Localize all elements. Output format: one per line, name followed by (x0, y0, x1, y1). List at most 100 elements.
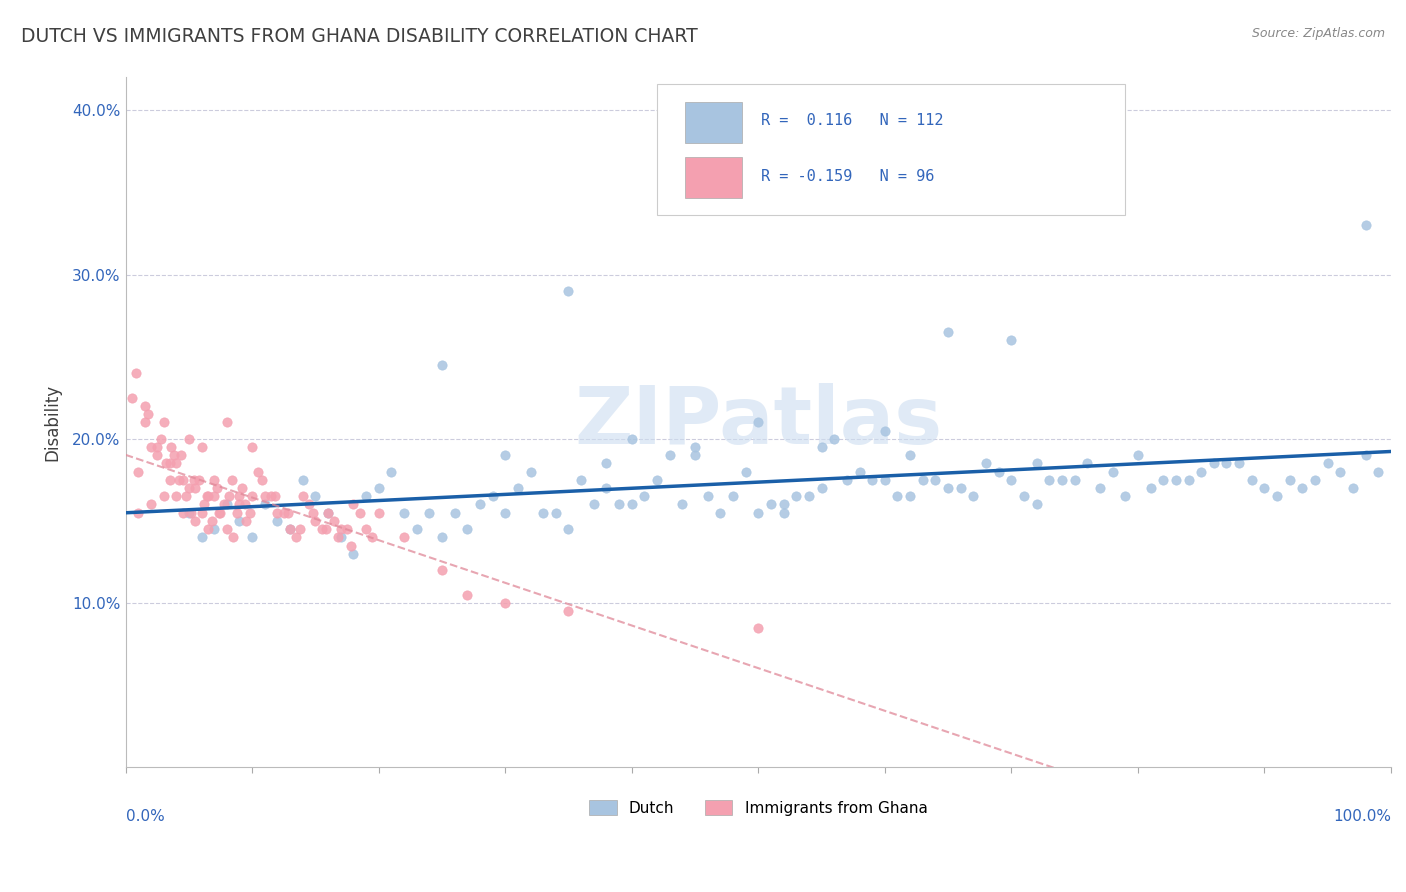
Point (911, 473, 934, 487)
Point (1316, 457, 1339, 471)
Point (468, 498, 491, 512)
Point (302, 506, 325, 520)
Point (152, 415, 174, 429)
Point (1038, 473, 1060, 487)
Point (215, 498, 238, 512)
Point (936, 481, 959, 495)
Point (1177, 473, 1199, 487)
Point (582, 498, 605, 512)
Point (607, 498, 630, 512)
Point (214, 498, 236, 512)
Point (228, 514, 250, 528)
Point (1253, 481, 1275, 495)
Point (494, 448, 516, 462)
Point (226, 506, 249, 520)
Point (172, 506, 194, 520)
Point (208, 506, 231, 520)
Point (266, 506, 288, 520)
Point (785, 489, 807, 503)
Point (159, 473, 181, 487)
Point (747, 621, 769, 635)
Point (190, 440, 212, 454)
Point (291, 489, 314, 503)
Point (1278, 473, 1301, 487)
Point (176, 489, 198, 503)
Point (354, 522, 377, 536)
Point (316, 506, 339, 520)
Point (134, 415, 156, 429)
Point (209, 506, 232, 520)
Point (277, 506, 299, 520)
Point (152, 489, 174, 503)
Point (1189, 465, 1212, 479)
Point (595, 457, 617, 471)
Point (342, 498, 364, 512)
Text: DUTCH VS IMMIGRANTS FROM GHANA DISABILITY CORRELATION CHART: DUTCH VS IMMIGRANTS FROM GHANA DISABILIT… (21, 27, 697, 45)
Point (183, 473, 205, 487)
Point (772, 498, 794, 512)
Point (222, 530, 245, 544)
Point (172, 473, 194, 487)
Point (430, 563, 453, 577)
Point (342, 547, 364, 561)
Point (247, 465, 270, 479)
Point (195, 489, 218, 503)
Point (228, 498, 250, 512)
Point (315, 522, 337, 536)
Point (180, 506, 202, 520)
Point (392, 530, 415, 544)
Point (239, 506, 262, 520)
Point (898, 489, 921, 503)
Point (146, 448, 169, 462)
Point (557, 522, 579, 536)
Point (278, 522, 301, 536)
Point (494, 596, 516, 610)
Point (696, 489, 718, 503)
Point (253, 498, 276, 512)
Point (1227, 457, 1250, 471)
Point (848, 465, 870, 479)
Point (266, 514, 288, 528)
Point (253, 489, 276, 503)
Point (1139, 481, 1161, 495)
Point (810, 481, 832, 495)
Point (240, 440, 263, 454)
Point (519, 465, 541, 479)
Point (205, 481, 228, 495)
Point (336, 522, 359, 536)
Point (139, 440, 162, 454)
Point (323, 514, 346, 528)
Point (506, 481, 529, 495)
Point (215, 522, 238, 536)
Point (772, 506, 794, 520)
Point (1202, 457, 1225, 471)
Point (349, 506, 371, 520)
Point (747, 415, 769, 429)
Point (620, 432, 643, 446)
Point (1265, 489, 1288, 503)
Point (202, 489, 225, 503)
Text: Source: ZipAtlas.com: Source: ZipAtlas.com (1251, 27, 1385, 40)
Point (160, 440, 183, 454)
Point (298, 498, 321, 512)
Y-axis label: Disability: Disability (44, 384, 60, 461)
Point (557, 284, 579, 298)
Point (190, 530, 212, 544)
Point (481, 489, 503, 503)
Point (260, 489, 283, 503)
Point (1354, 219, 1376, 233)
Point (1354, 448, 1376, 462)
Point (835, 473, 858, 487)
Point (709, 506, 731, 520)
Point (1341, 481, 1364, 495)
FancyBboxPatch shape (685, 157, 742, 198)
Point (797, 489, 820, 503)
Point (924, 473, 946, 487)
Point (121, 391, 143, 405)
Point (1303, 473, 1326, 487)
Point (1088, 481, 1111, 495)
Point (177, 432, 200, 446)
Text: R =  0.116   N = 112: R = 0.116 N = 112 (761, 113, 943, 128)
Point (620, 498, 643, 512)
Point (734, 465, 756, 479)
